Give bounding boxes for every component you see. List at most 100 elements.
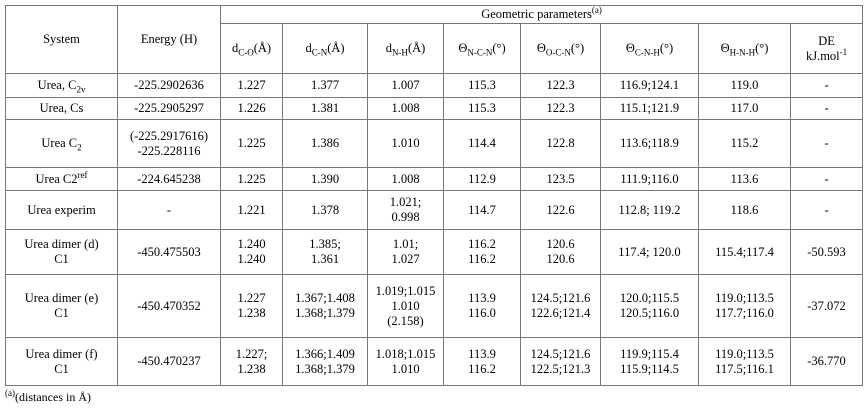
header-cell: dC-O(Å): [220, 23, 283, 74]
cell-line: -37.072: [807, 298, 846, 313]
table-cell: 119.9;115.4 115.9;114.5: [600, 337, 699, 386]
table-cell: (-225.2917616) -225.228116: [117, 119, 221, 168]
text-text: kJ.mol: [805, 48, 840, 63]
cell-line: 119.0;113.5: [715, 346, 774, 361]
cell-line: Urea experim: [27, 202, 96, 217]
cell-line: 1.366;1.409: [295, 346, 355, 361]
cell-line: 124.5;121.6: [530, 346, 591, 361]
table-cell: 113.6: [698, 167, 791, 191]
table-cell: -: [789, 167, 864, 191]
table-cell: 117.0: [698, 97, 791, 120]
table-cell: 122.3: [520, 73, 601, 98]
cell-line: 116.2: [468, 237, 496, 251]
cell-line: 114.4: [468, 136, 496, 150]
table-cell: 1.367;1.408 1.368;1.379: [282, 274, 368, 338]
table-cell: 1.227: [220, 73, 283, 98]
table-row: Urea dimer (d) C1 -450.475503 1.240 1.240 1.3…: [5, 229, 864, 275]
cell-line: -: [824, 171, 829, 186]
cell-line: 1.027: [391, 252, 420, 266]
header-cell: dC-N(Å): [282, 23, 368, 74]
cell-line: 1.227;: [235, 346, 268, 361]
table-cell: 118.6: [698, 190, 791, 230]
cell-line: -: [166, 202, 172, 217]
cell-line: 1.019;1.015: [375, 283, 436, 298]
text-text: Urea C2: [35, 171, 78, 186]
cell-line: Urea dimer (e): [24, 291, 99, 305]
text-sub: C-N: [311, 47, 328, 58]
cell-line: 119.0;113.5: [715, 291, 774, 305]
cell-line: 122.3: [546, 78, 575, 92]
table-cell: 1.008: [367, 97, 444, 120]
table-cell: 115.4;117.4: [698, 229, 791, 275]
cell-line: -36.770: [807, 354, 846, 368]
table-cell: 111.9;116.0: [600, 167, 699, 191]
cell-line: 117.4; 120.0: [618, 244, 681, 259]
cell-line: -: [824, 202, 829, 217]
cell-line: 1.007: [391, 78, 420, 92]
text-text: Urea, C: [37, 78, 77, 92]
table-cell: 112.9: [443, 167, 521, 191]
cell-line: 113.6;118.9: [620, 136, 679, 150]
text-text: (°): [492, 41, 506, 55]
table-cell: 1.227 1.238: [220, 274, 283, 338]
cell-line: Urea C2: [8, 136, 115, 152]
cell-line: 113.9: [468, 291, 496, 305]
cell-line: 122.8: [546, 136, 575, 150]
table-cell: 1.01; 1.027: [367, 229, 444, 275]
table-cell: 1.381: [282, 97, 368, 120]
cell-line: 115.1;121.9: [619, 101, 680, 115]
text-text: (Å): [253, 41, 272, 55]
cell-line: 1.227: [237, 291, 266, 305]
cell-line: 124.5;121.6: [530, 291, 591, 305]
table-cell: 1.018;1.015 1.010: [367, 337, 444, 386]
table-cell: Urea, C2v: [5, 73, 118, 98]
table-cell: 122.8: [520, 119, 601, 168]
table-cell: 1.386: [282, 119, 368, 168]
text-text: Urea C: [41, 136, 78, 150]
cell-line: 1.010: [391, 298, 420, 313]
table-cell: Urea dimer (d) C1: [5, 229, 118, 275]
cell-line: 1.018;1.015: [375, 346, 436, 361]
text-text: Θ: [720, 41, 730, 55]
cell-line: 1.238: [237, 361, 266, 376]
text-text: (Å): [327, 41, 345, 55]
text-sup: (a): [5, 388, 15, 398]
table-cell: 119.0: [698, 73, 791, 98]
table-cell: 123.5: [520, 167, 601, 191]
table-cell: -: [117, 190, 221, 230]
text-text: (°): [755, 41, 769, 55]
table-cell: 1.021; 0.998: [367, 190, 444, 230]
cell-line: 1.386: [310, 136, 340, 150]
cell-line: 115.3: [468, 101, 496, 115]
table-cell: 119.0;113.5 117.5;116.1: [698, 337, 791, 386]
table-row: Urea experim - 1.221 1.378 1.021; 0.998 114.7 1…: [5, 190, 864, 230]
table-cell: 1.008: [367, 167, 444, 191]
cell-line: 1.368;1.379: [295, 361, 355, 376]
cell-line: 1.240: [237, 237, 266, 251]
table: System Energy (H) Geometric parameters(a…: [5, 5, 864, 386]
cell-line: 122.6;121.4: [530, 306, 591, 320]
header-cell: dN-H(Å): [367, 23, 444, 74]
cell-line: 117.7;116.0: [715, 306, 774, 320]
cell-line: -: [824, 101, 829, 115]
text-sub: C-N-H: [634, 47, 660, 58]
table-cell: 113.6;118.9: [600, 119, 699, 168]
cell-line: 1.378: [310, 202, 340, 217]
cell-line: 1.225: [237, 171, 266, 186]
cell-line: ΘO-C-N(°): [523, 41, 598, 57]
text-text: (°): [659, 41, 674, 55]
cell-line: DE: [818, 33, 835, 48]
cell-line: dC-N(Å): [285, 41, 365, 58]
table-cell: -224.645238: [117, 167, 221, 191]
table-cell: 1.019;1.015 1.010 (2.158): [367, 274, 444, 338]
cell-line: 119.0: [730, 78, 759, 92]
text-sub: 2v: [76, 84, 86, 95]
table-row: Urea dimer (e) C1 -450.470352 1.227 1.238 1.3…: [5, 274, 864, 338]
table-cell: -450.470237: [117, 337, 221, 386]
table-cell: 115.3: [443, 97, 521, 120]
cell-line: 1.238: [237, 306, 266, 320]
header-cell: DE kJ.mol-1: [789, 23, 864, 74]
table-cell: 1.226: [220, 97, 283, 120]
text-sup: ref: [77, 169, 88, 180]
